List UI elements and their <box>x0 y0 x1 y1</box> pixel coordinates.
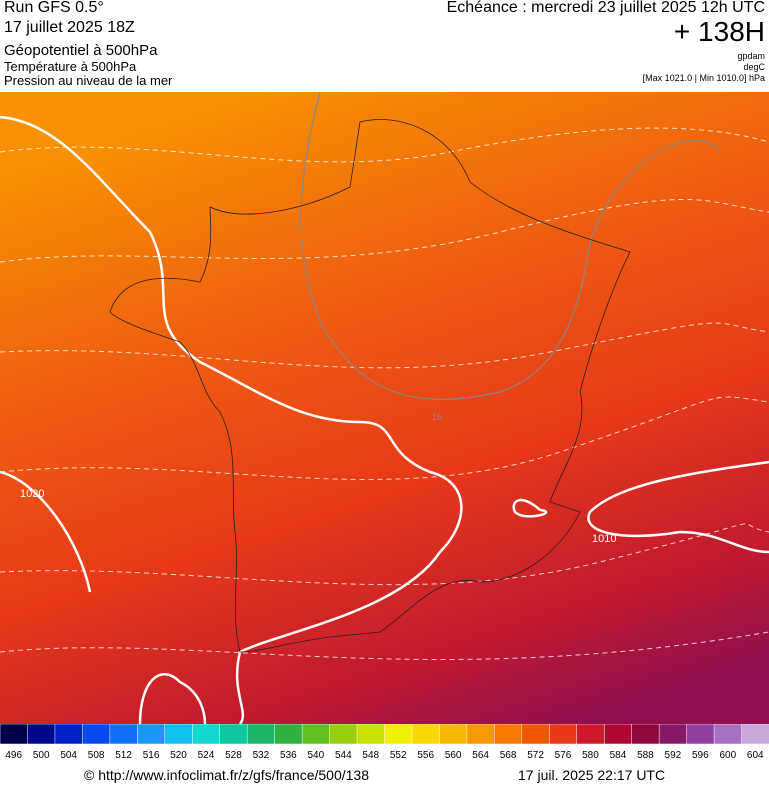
scale-label: 548 <box>362 750 379 761</box>
scale-box <box>219 724 248 745</box>
color-scale: 496 500 504 508 512 516 520 524 528 532 536 540 544 5… <box>0 724 769 761</box>
scale-label: 584 <box>610 750 627 761</box>
scale-label: 588 <box>637 750 654 761</box>
scale-label: 600 <box>719 750 736 761</box>
scale-box <box>356 724 386 745</box>
scale-label: 560 <box>445 750 462 761</box>
scale-box <box>164 724 194 745</box>
scale-label: 508 <box>88 750 105 761</box>
scale-box <box>137 724 166 745</box>
scale-label: 504 <box>60 750 77 761</box>
scale-box <box>82 724 111 745</box>
contour-label: 1020 <box>20 488 44 500</box>
scale-label: 496 <box>5 750 22 761</box>
scale-label: 556 <box>417 750 434 761</box>
scale-label: 516 <box>143 750 160 761</box>
scale-label: 512 <box>115 750 132 761</box>
coastline <box>109 119 631 653</box>
scale-label: 524 <box>198 750 215 761</box>
scale-label: 532 <box>253 750 270 761</box>
scale-label: 572 <box>527 750 544 761</box>
scale-box <box>466 724 496 745</box>
field2: Température à 500hPa <box>4 59 137 74</box>
scale-box <box>741 724 769 745</box>
scale-label: 520 <box>170 750 187 761</box>
scale-box <box>274 724 303 745</box>
scale-label: 544 <box>335 750 352 761</box>
scale-box <box>27 724 56 745</box>
scale-box <box>603 724 633 745</box>
scale-box <box>411 724 441 745</box>
valid-time: Echéance : mercredi 23 juillet 2025 12h … <box>446 0 765 16</box>
scale-label: 540 <box>307 750 324 761</box>
scale-box <box>576 724 605 745</box>
field3: Pression au niveau de la mer <box>4 73 173 88</box>
contour-label: 16 <box>432 412 442 422</box>
scale-box <box>0 724 29 745</box>
scale-label: 592 <box>665 750 682 761</box>
scale-box <box>301 724 331 745</box>
scale-label: 568 <box>500 750 517 761</box>
scale-label: 576 <box>555 750 572 761</box>
scale-label: 536 <box>280 750 297 761</box>
scale-label: 580 <box>582 750 599 761</box>
scale-box <box>521 724 551 745</box>
scale-label: 564 <box>472 750 489 761</box>
run: 17 juillet 2025 18Z <box>4 19 135 36</box>
scale-box <box>549 724 578 745</box>
contour-label: 1010 <box>592 533 616 545</box>
field-shading <box>0 92 769 724</box>
map: 1020 1010 16 <box>0 92 769 724</box>
scale-box <box>54 724 84 745</box>
pressure-range: [Max 1021.0 | Min 1010.0] hPa <box>642 73 765 83</box>
scale-box <box>329 724 358 745</box>
issue-date: 17 juil. 2025 22:17 UTC <box>518 767 666 783</box>
pressure-isobars <box>0 115 769 724</box>
unit: gpdam <box>737 51 765 61</box>
scale-box <box>246 724 276 745</box>
scale-label: 500 <box>33 750 50 761</box>
scale-label: 596 <box>692 750 709 761</box>
scale-label: 604 <box>747 750 764 761</box>
source-url: © http://www.infoclimat.fr/z/gfs/france/… <box>84 767 369 783</box>
scale-box <box>658 724 688 745</box>
scale-box <box>713 724 743 745</box>
scale-box <box>686 724 715 745</box>
scale-box <box>631 724 660 745</box>
model: Run GFS 0.5° <box>4 0 104 16</box>
temperature-16 <box>300 92 721 400</box>
field: Géopotentiel à 500hPa <box>4 42 158 59</box>
scale-box <box>439 724 468 745</box>
scale-label: 528 <box>225 750 242 761</box>
scale-box <box>494 724 523 745</box>
scale-box <box>192 724 221 745</box>
unit: degC <box>743 62 765 72</box>
scale-box <box>109 724 139 745</box>
lead-time: + 138H <box>673 16 765 47</box>
scale-label: 552 <box>390 750 407 761</box>
scale-box <box>384 724 413 745</box>
temperature-isolines <box>0 127 769 660</box>
